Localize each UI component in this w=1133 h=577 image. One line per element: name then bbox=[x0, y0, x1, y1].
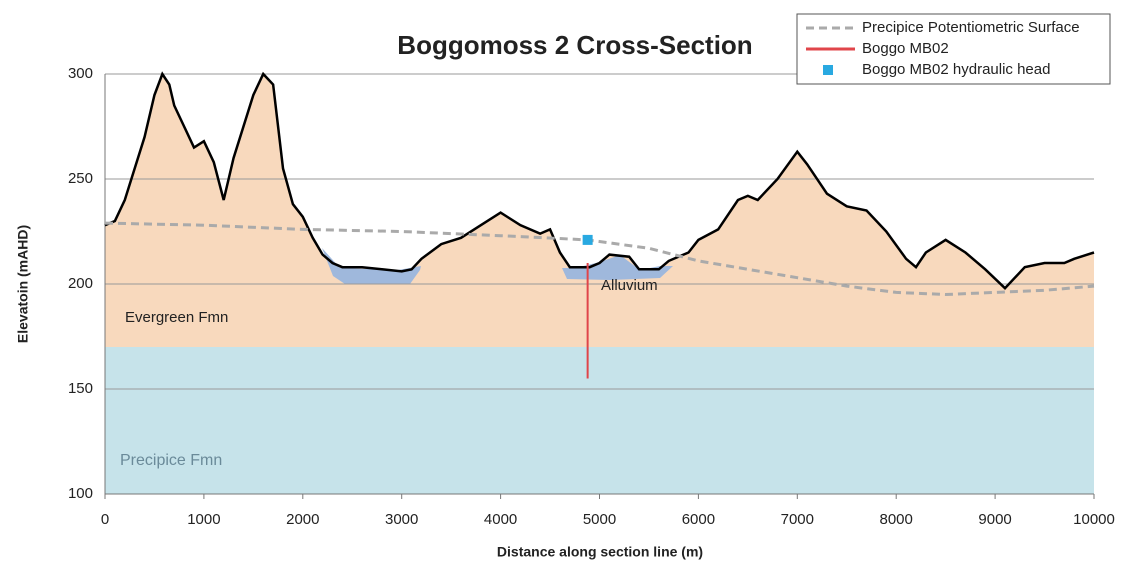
x-tick-label: 2000 bbox=[286, 511, 319, 528]
x-tick-label: 3000 bbox=[385, 511, 418, 528]
x-axis-label: Distance along section line (m) bbox=[497, 544, 703, 560]
y-tick-label: 100 bbox=[68, 485, 93, 502]
x-tick-label: 10000 bbox=[1073, 511, 1115, 528]
legend-label: Boggo MB02 hydraulic head bbox=[862, 61, 1050, 78]
y-tick-label: 250 bbox=[68, 170, 93, 187]
y-tick-label: 300 bbox=[68, 65, 93, 82]
y-tick-label: 200 bbox=[68, 275, 93, 292]
y-tick-label: 150 bbox=[68, 380, 93, 397]
legend: Precipice Potentiometric Surface Boggo MB… bbox=[797, 14, 1110, 84]
chart: Boggomoss 2 Cross-Section Distance along… bbox=[0, 0, 1133, 572]
legend-label: Precipice Potentiometric Surface bbox=[862, 19, 1080, 36]
y-axis-label: Elevatoin (mAHD) bbox=[15, 225, 31, 343]
x-tick-label: 8000 bbox=[880, 511, 913, 528]
x-tick-label: 7000 bbox=[781, 511, 814, 528]
legend-swatch bbox=[823, 65, 833, 75]
legend-label: Boggo MB02 bbox=[862, 40, 949, 57]
x-tick-label: 5000 bbox=[583, 511, 616, 528]
alluvium-label: Alluvium bbox=[601, 277, 658, 294]
evergreen-layer bbox=[105, 74, 1094, 347]
x-tick-label: 1000 bbox=[187, 511, 220, 528]
x-tick-label: 6000 bbox=[682, 511, 715, 528]
formation-label: Precipice Fmn bbox=[120, 452, 222, 469]
x-tick-label: 4000 bbox=[484, 511, 517, 528]
chart-title: Boggomoss 2 Cross-Section bbox=[397, 30, 752, 60]
x-tick-label: 0 bbox=[101, 511, 109, 528]
x-tick-label: 9000 bbox=[978, 511, 1011, 528]
head-point bbox=[583, 235, 593, 245]
precipice-layer bbox=[105, 347, 1094, 494]
formation-label: Evergreen Fmn bbox=[125, 309, 228, 326]
